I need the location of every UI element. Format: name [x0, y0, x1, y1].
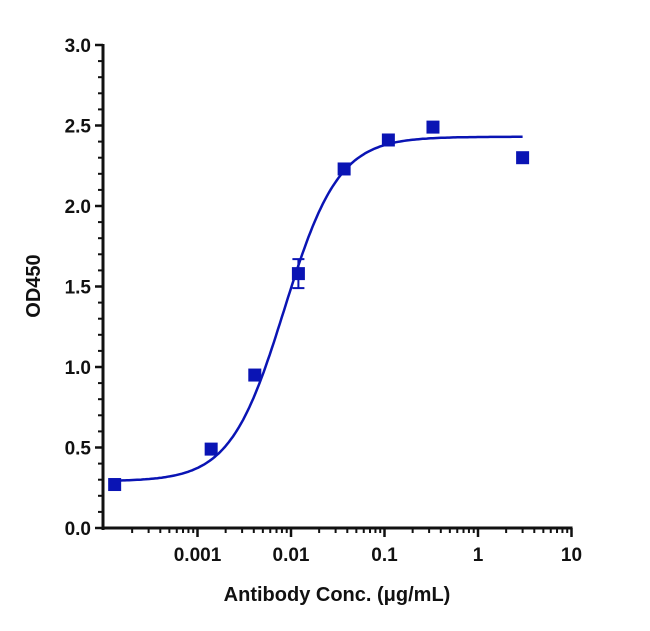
x-tick-label: 1	[473, 545, 484, 566]
data-point-marker	[204, 442, 218, 456]
fit-curve	[114, 135, 523, 482]
y-tick-label: 2.0	[65, 197, 91, 218]
y-tick-label: 3.0	[65, 36, 91, 57]
y-axis-title: OD450	[23, 254, 45, 317]
data-point-marker	[516, 151, 530, 165]
y-tick-label: 0.5	[65, 439, 92, 460]
x-tick-label: 10	[561, 545, 582, 566]
data-point-marker	[426, 120, 440, 134]
x-axis-title: Antibody Conc. (μg/mL)	[224, 584, 451, 606]
axes: 0.0 0.5 1.0 1.5 2.0 2.5 3.0 0.001 0.01 0.1 1 10	[65, 36, 582, 566]
data-point-marker	[248, 368, 262, 382]
y-tick-label: 1.5	[65, 278, 92, 299]
data-point-marker	[381, 133, 395, 147]
y-tick-label: 0.0	[65, 519, 91, 540]
data-point-marker	[291, 267, 305, 281]
data-point-marker	[108, 478, 122, 492]
x-tick-label: 0.001	[174, 545, 222, 566]
x-tick-label: 0.01	[273, 545, 310, 566]
data-points	[108, 120, 530, 492]
data-point-marker	[337, 162, 351, 176]
x-tick-label: 0.1	[371, 545, 398, 566]
y-tick-label: 1.0	[65, 358, 91, 379]
y-tick-label: 2.5	[65, 117, 92, 138]
